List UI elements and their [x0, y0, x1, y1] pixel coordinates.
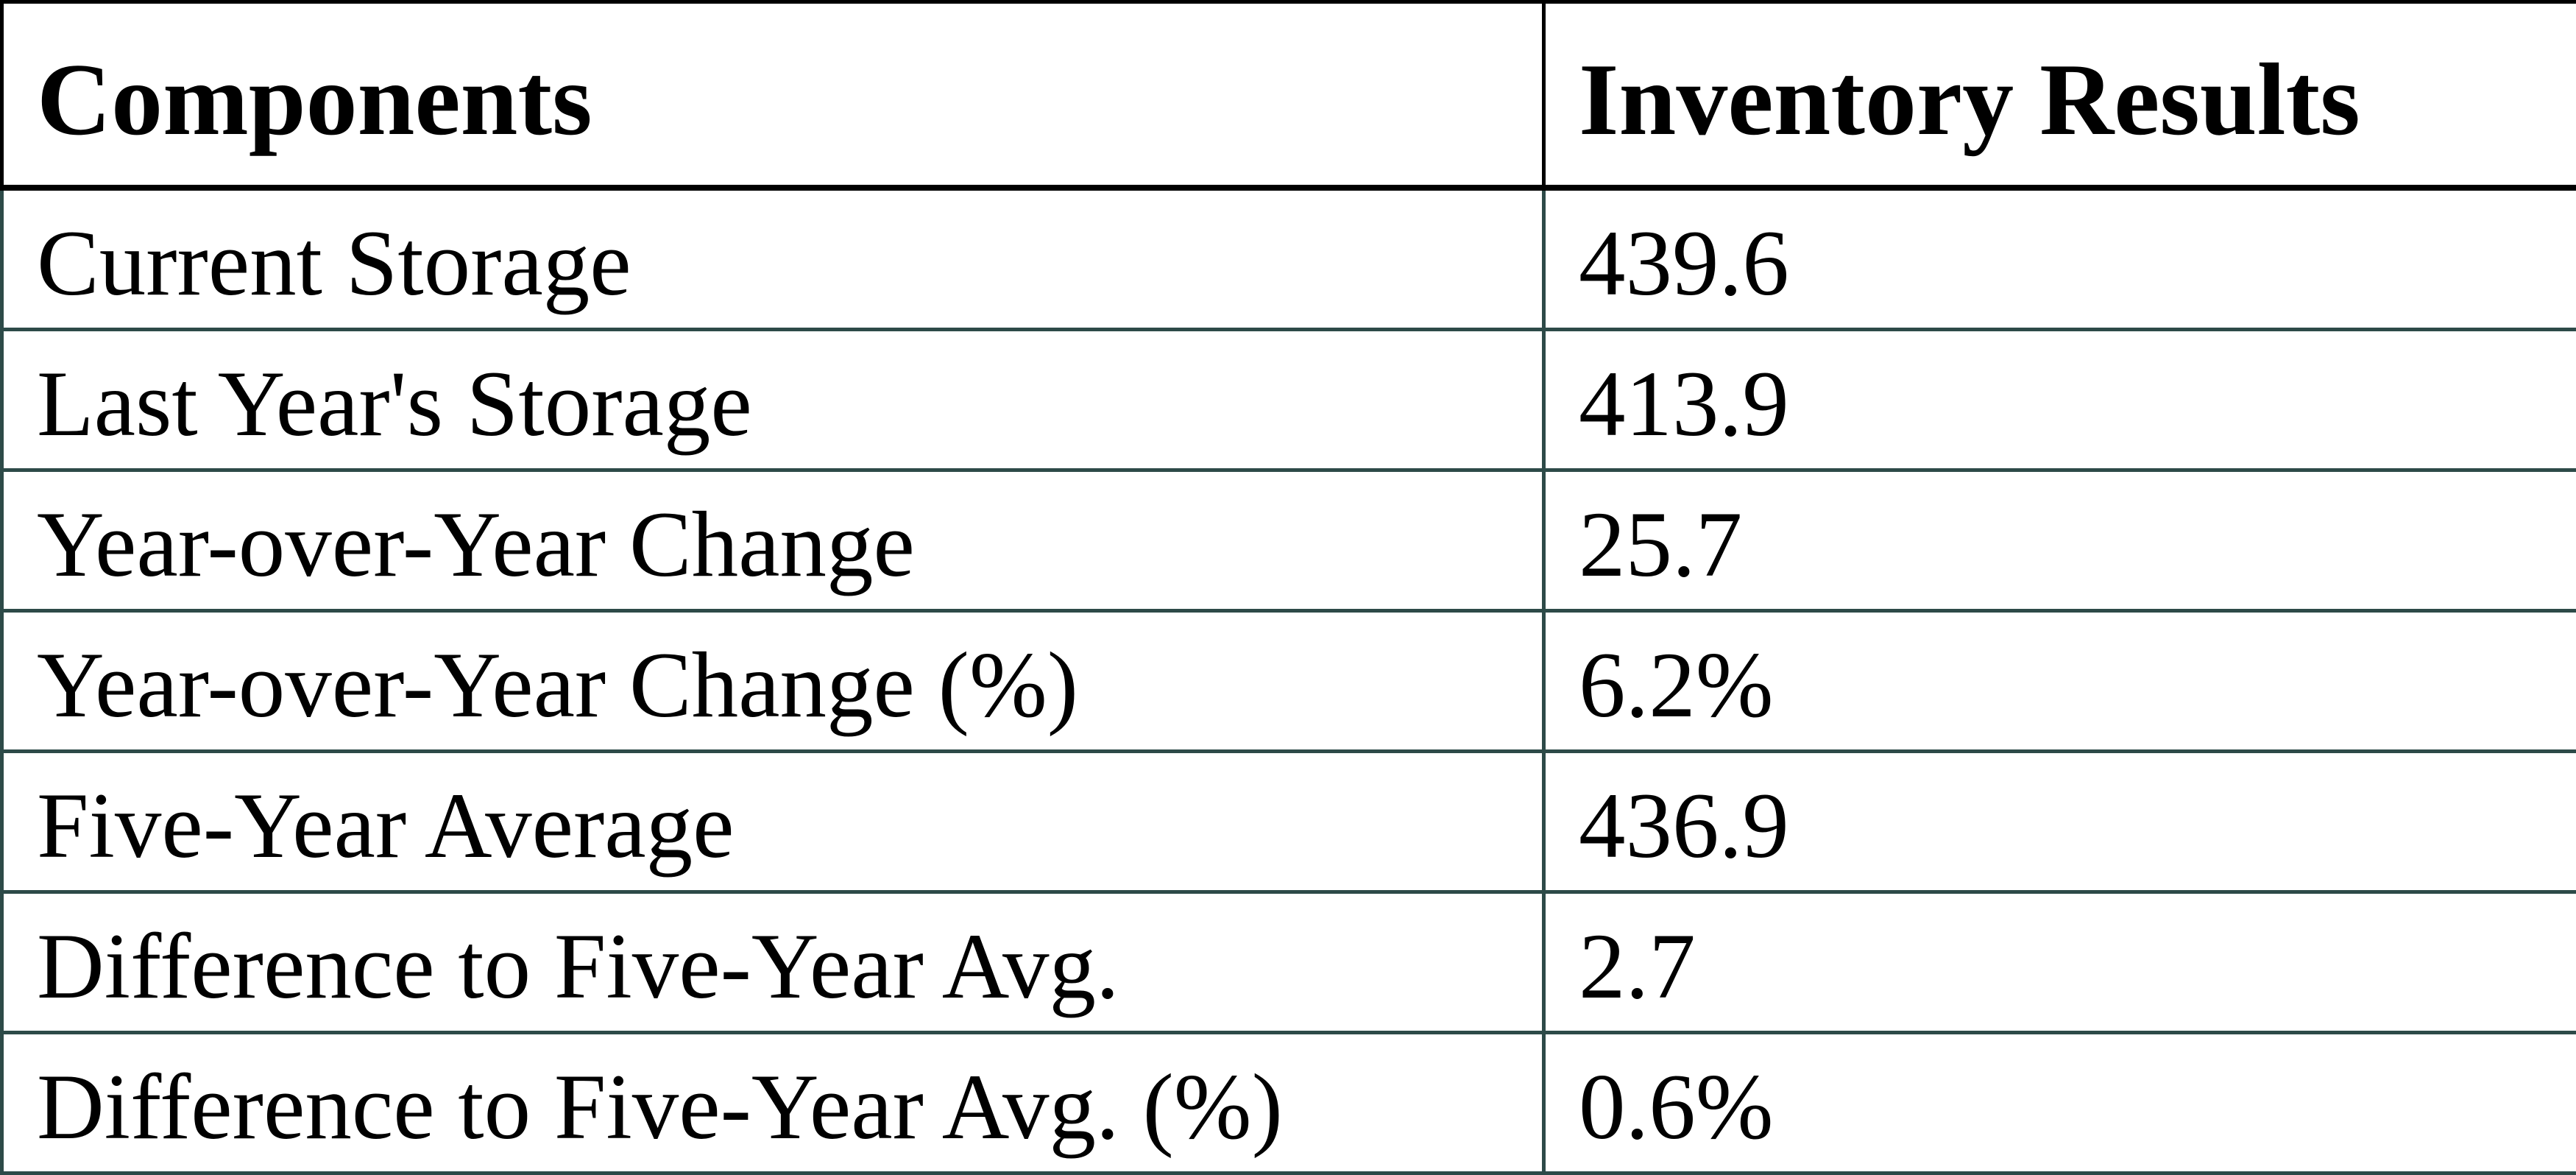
header-row: Components Inventory Results — [2, 2, 2576, 188]
row-value-cell: 0.6% — [1544, 1033, 2576, 1174]
row-label-cell: Current Storage — [2, 188, 1544, 330]
table-row: Five-Year Average 436.9 — [2, 752, 2576, 892]
row-value-cell: 6.2% — [1544, 611, 2576, 752]
table-header: Components Inventory Results — [2, 2, 2576, 188]
column-header-components: Components — [2, 2, 1544, 188]
table-row: Current Storage 439.6 — [2, 188, 2576, 330]
row-label-cell: Difference to Five-Year Avg. (%) — [2, 1033, 1544, 1174]
row-label-cell: Year-over-Year Change — [2, 470, 1544, 611]
table-row: Difference to Five-Year Avg. 2.7 — [2, 892, 2576, 1033]
table-row: Year-over-Year Change (%) 6.2% — [2, 611, 2576, 752]
row-value-cell: 436.9 — [1544, 752, 2576, 892]
row-value-cell: 25.7 — [1544, 470, 2576, 611]
table-row: Year-over-Year Change 25.7 — [2, 470, 2576, 611]
column-header-inventory-results: Inventory Results — [1544, 2, 2576, 188]
table-body: Current Storage 439.6 Last Year's Storag… — [2, 188, 2576, 1174]
row-label-cell: Year-over-Year Change (%) — [2, 611, 1544, 752]
row-label-cell: Difference to Five-Year Avg. — [2, 892, 1544, 1033]
table-row: Difference to Five-Year Avg. (%) 0.6% — [2, 1033, 2576, 1174]
row-value-cell: 439.6 — [1544, 188, 2576, 330]
table-row: Last Year's Storage 413.9 — [2, 330, 2576, 470]
row-value-cell: 2.7 — [1544, 892, 2576, 1033]
row-label-cell: Last Year's Storage — [2, 330, 1544, 470]
screenshot-root: { "table": { "columns": [ { "label": "Co… — [0, 0, 2576, 1104]
row-value-cell: 413.9 — [1544, 330, 2576, 470]
row-label-cell: Five-Year Average — [2, 752, 1544, 892]
